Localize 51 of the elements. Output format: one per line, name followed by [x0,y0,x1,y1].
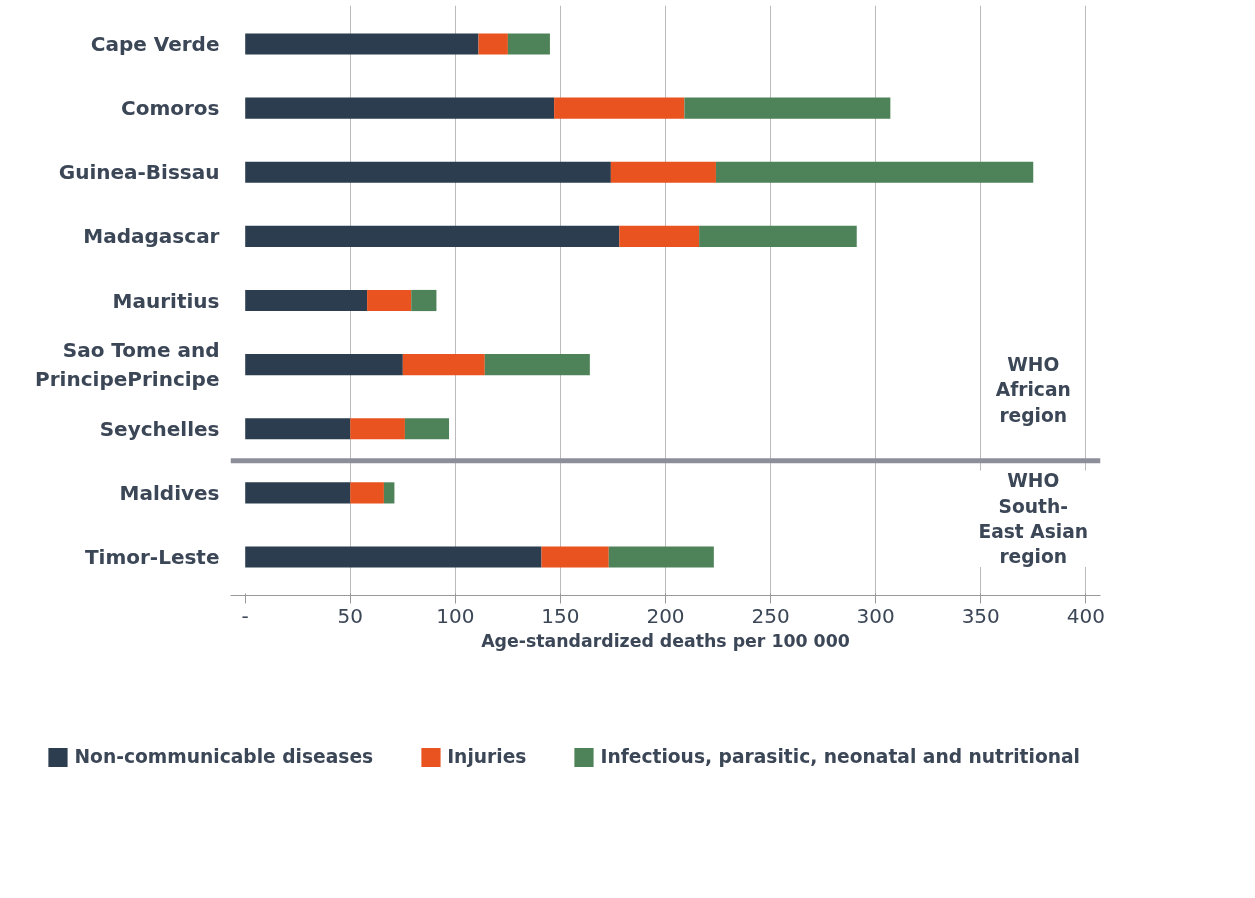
legend-label: Injuries [447,746,527,767]
annotation: WHO African region [995,354,1071,426]
bar [245,354,403,376]
x-tick-label: 300 [856,603,895,628]
legend-label: Infectious, parasitic, neonatal and nutritional [600,746,1080,767]
bar [245,546,542,568]
bar [478,33,508,55]
y-tick-label: Timor-Leste [84,545,220,570]
bar [383,482,395,504]
bar [484,354,590,376]
x-tick-label: 250 [751,603,790,628]
bar [245,418,351,440]
x-tick-label: 200 [646,603,685,628]
bar [541,546,609,568]
y-tick-label: Madagascar [83,224,220,249]
bar [245,33,479,55]
bar [245,225,620,247]
bar [402,354,485,376]
annotation: WHO South- East Asian region [978,470,1089,568]
y-tick-label: Guinea-Bissau [58,160,220,185]
bar [684,97,891,119]
bar [554,97,685,119]
y-tick-label: Mauritius [112,288,220,313]
x-tick-label: 150 [541,603,580,628]
bar [245,289,368,312]
x-tick-label: - [241,603,249,628]
y-tick-label: Seychelles [99,416,220,441]
x-axis-title: Age-standardized deaths per 100 000 [481,630,850,651]
bar [411,289,437,312]
bar [699,225,857,247]
bar [350,418,405,440]
bar [245,97,555,119]
legend-label: Non-communicable diseases [74,746,374,767]
x-tick-label: 400 [1066,603,1105,628]
bar [610,161,716,183]
x-tick-label: 100 [436,603,475,628]
x-tick-label: 50 [337,603,364,628]
bar [608,546,714,568]
bar [245,482,351,504]
y-tick-label: Maldives [119,480,220,505]
bar [367,289,412,312]
y-tick-label: Sao Tome and PrincipePrincipe [35,338,220,392]
bar [404,418,450,440]
bar [350,482,384,504]
y-tick-label: Comoros [120,96,220,121]
y-tick-label: Cape Verde [90,31,220,56]
x-tick-label: 350 [961,603,1000,628]
bar [507,33,550,55]
bar [715,161,1034,183]
bar [619,225,700,247]
bar [245,161,611,183]
